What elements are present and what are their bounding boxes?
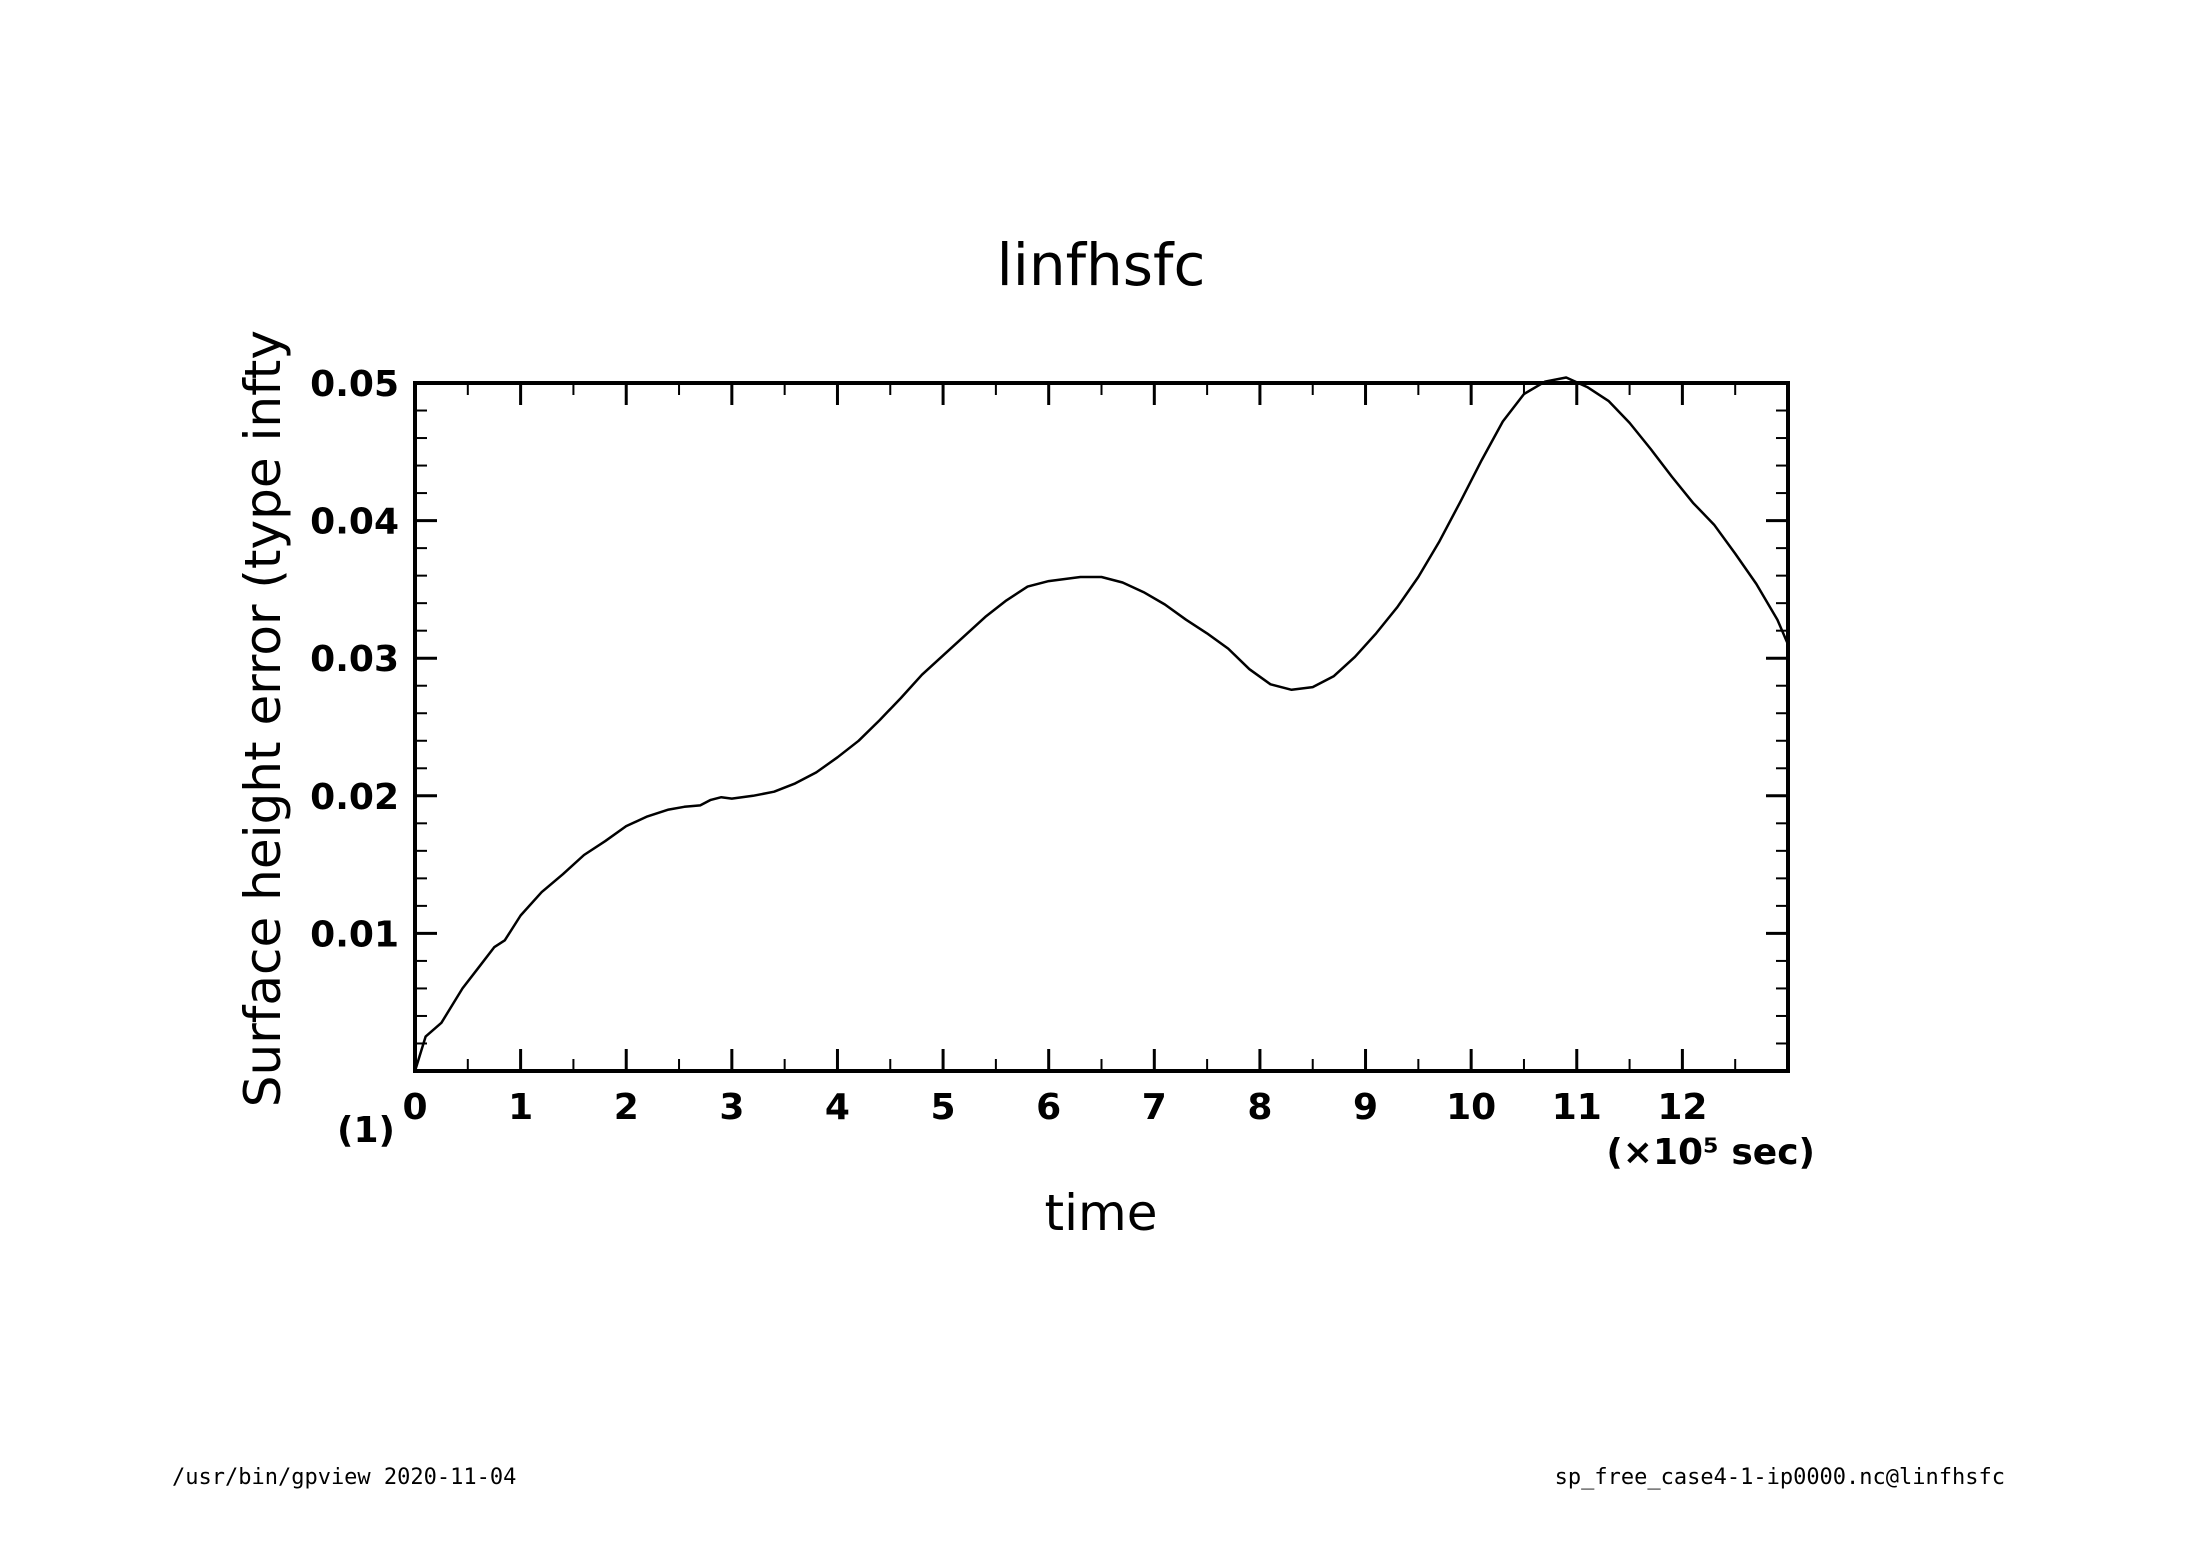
x-tick-label: 2 — [614, 1087, 639, 1128]
x-tick-label: 10 — [1446, 1087, 1496, 1128]
x-tick-label: 4 — [825, 1087, 850, 1128]
x-axis-label: time — [1045, 1184, 1158, 1242]
y-tick-label: 0.05 — [310, 364, 399, 405]
footer-left: /usr/bin/gpview 2020-11-04 — [172, 1465, 516, 1490]
x-tick-label: 8 — [1247, 1087, 1272, 1128]
y-unit-label: (1) — [337, 1110, 395, 1151]
y-tick-label: 0.04 — [310, 502, 399, 543]
footer-right: sp_free_case4-1-ip0000.nc@linfhsfc — [1555, 1465, 2005, 1490]
x-tick-label: 9 — [1353, 1087, 1378, 1128]
y-tick-label: 0.01 — [310, 914, 399, 955]
x-tick-label: 3 — [719, 1087, 744, 1128]
x-tick-label: 7 — [1142, 1087, 1167, 1128]
x-tick-label: 5 — [931, 1087, 956, 1128]
x-tick-label: 1 — [508, 1087, 533, 1128]
y-tick-label: 0.03 — [310, 639, 399, 680]
x-tick-label: 12 — [1657, 1087, 1707, 1128]
x-tick-label: 6 — [1036, 1087, 1061, 1128]
series-line — [413, 376, 1790, 1072]
y-tick-label: 0.02 — [310, 777, 399, 818]
x-unit-label: (×10⁵ sec) — [1606, 1132, 1815, 1173]
x-tick-label: 0 — [402, 1087, 427, 1128]
x-tick-label: 11 — [1552, 1087, 1602, 1128]
plot-frame — [413, 381, 1790, 1073]
y-axis-label: Surface height error (type infty — [234, 330, 292, 1107]
series-group — [413, 376, 1790, 1072]
chart-title: linfhsfc — [997, 231, 1206, 299]
axis-ticks: 0 1 2 3 4 5 6 7 8 9 10 11 120.010.020.030.040.05 — [310, 364, 1788, 1128]
